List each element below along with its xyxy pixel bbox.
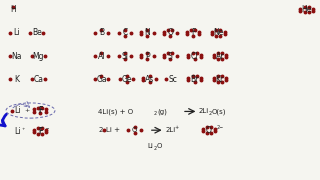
Text: 2Li: 2Li bbox=[199, 108, 209, 114]
Text: Sc: Sc bbox=[168, 75, 177, 84]
Text: B: B bbox=[99, 28, 104, 37]
Text: Be: Be bbox=[32, 28, 42, 37]
Text: O: O bbox=[167, 28, 173, 37]
Text: 2: 2 bbox=[208, 111, 211, 116]
Text: C: C bbox=[123, 28, 128, 37]
Text: Na: Na bbox=[11, 51, 21, 60]
Text: Mg: Mg bbox=[33, 51, 44, 60]
Text: Li: Li bbox=[147, 143, 153, 149]
Text: Br: Br bbox=[190, 75, 199, 84]
Text: As: As bbox=[145, 75, 155, 84]
Text: Ge: Ge bbox=[122, 75, 132, 84]
Text: O: O bbox=[132, 127, 137, 133]
Text: +: + bbox=[22, 127, 25, 130]
Text: Si: Si bbox=[122, 51, 129, 60]
Text: S: S bbox=[168, 51, 173, 60]
Text: +: + bbox=[24, 108, 29, 113]
Text: P: P bbox=[145, 51, 149, 60]
Text: N: N bbox=[144, 28, 150, 37]
Text: F: F bbox=[38, 106, 42, 115]
Text: Ne: Ne bbox=[213, 28, 223, 37]
Text: 2: 2 bbox=[154, 111, 157, 116]
Text: F: F bbox=[191, 28, 195, 37]
Text: 4Li(s) + O: 4Li(s) + O bbox=[98, 108, 133, 115]
Text: 2: 2 bbox=[98, 127, 103, 133]
Text: (g): (g) bbox=[158, 108, 168, 115]
Text: He: He bbox=[301, 5, 312, 14]
Text: O: O bbox=[206, 126, 212, 135]
Text: Li: Li bbox=[13, 28, 20, 37]
Text: Ar: Ar bbox=[216, 51, 224, 60]
Text: O(s): O(s) bbox=[211, 108, 226, 115]
Text: Al: Al bbox=[98, 51, 105, 60]
Text: 2Li: 2Li bbox=[165, 127, 176, 133]
Text: 2−: 2− bbox=[217, 125, 224, 130]
Text: K: K bbox=[14, 75, 19, 84]
Text: Ca: Ca bbox=[33, 75, 44, 84]
Text: Li +: Li + bbox=[106, 127, 120, 133]
Text: F: F bbox=[38, 127, 42, 136]
Text: 2: 2 bbox=[154, 146, 157, 151]
Text: −: − bbox=[45, 127, 49, 130]
Text: Li: Li bbox=[15, 127, 21, 136]
Text: +: + bbox=[175, 125, 179, 130]
Text: H: H bbox=[10, 5, 16, 14]
Text: Ga: Ga bbox=[96, 75, 107, 84]
Text: Li: Li bbox=[15, 106, 21, 115]
Text: O: O bbox=[156, 143, 162, 149]
Text: F: F bbox=[38, 127, 42, 136]
Text: Kr: Kr bbox=[216, 75, 224, 84]
Text: F: F bbox=[38, 106, 42, 115]
Text: Cl: Cl bbox=[191, 51, 198, 60]
